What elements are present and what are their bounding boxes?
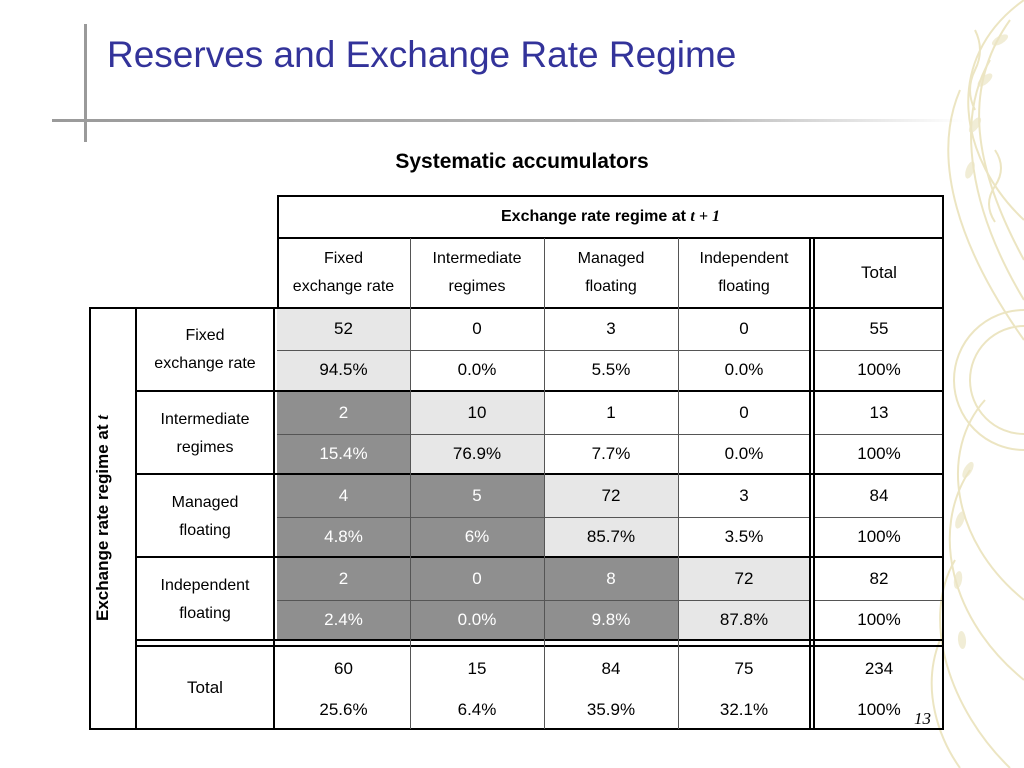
percent-cell: 76.9% <box>410 433 544 475</box>
column-header: Fixed exchange rate <box>292 250 395 295</box>
table-border <box>137 556 944 558</box>
total-percent-cell: 6.4% <box>457 700 497 719</box>
table-divider <box>814 599 942 601</box>
table-border <box>277 195 279 308</box>
table-border <box>137 639 944 641</box>
percent-cell: 5.5% <box>591 360 631 380</box>
table-divider <box>814 349 942 351</box>
table-divider <box>814 433 942 435</box>
count-cell: 0 <box>739 402 749 422</box>
table-border <box>942 195 944 730</box>
table-border <box>809 238 811 729</box>
table-divider <box>277 433 810 435</box>
column-group-header: Exchange rate regime at t + 1 <box>277 196 944 238</box>
column-group-label: Exchange rate regime at t + 1 <box>501 208 720 225</box>
table-divider <box>277 599 810 601</box>
column-header: Managed floating <box>577 250 645 295</box>
percent-cell: 6% <box>410 516 544 558</box>
row-axis-label-variable: t <box>93 415 112 420</box>
row-total-percent: 100% <box>857 444 901 464</box>
title-accent-horizontal-line <box>52 119 964 122</box>
count-cell: 3 <box>739 485 749 505</box>
table-border <box>137 473 944 475</box>
total-count-cell: 75 <box>734 659 754 678</box>
table-border <box>89 728 944 730</box>
table-divider <box>277 349 810 351</box>
count-cell: 2 <box>277 392 410 434</box>
row-total-percent: 100% <box>857 527 901 547</box>
table-subtitle: Systematic accumulators <box>395 150 649 173</box>
count-cell: 4 <box>277 475 410 517</box>
count-cell: 2 <box>277 558 410 600</box>
table-border <box>273 307 275 730</box>
count-cell: 1 <box>606 402 616 422</box>
count-cell: 3 <box>606 318 616 338</box>
total-percent-cell: 32.1% <box>719 700 769 719</box>
row-total-count: 55 <box>869 318 889 338</box>
row-axis-label: Exchange rate regime at t <box>89 368 117 668</box>
table-border <box>89 307 944 309</box>
row-header: Intermediate regimes <box>160 410 250 456</box>
percent-cell: 87.8% <box>678 599 810 641</box>
count-cell: 0 <box>410 558 544 600</box>
row-total-count: 13 <box>869 402 889 422</box>
table-divider <box>544 238 545 729</box>
count-cell: 10 <box>410 392 544 434</box>
table-divider <box>814 516 942 518</box>
row-header: Fixed exchange rate <box>154 326 256 372</box>
percent-cell: 4.8% <box>277 516 410 558</box>
percent-cell: 2.4% <box>277 599 410 641</box>
title-accent-vertical-line <box>84 24 87 142</box>
count-cell: 0 <box>739 318 749 338</box>
table-border <box>813 238 815 729</box>
percent-cell: 7.7% <box>591 444 631 464</box>
percent-cell: 0.0% <box>457 360 497 380</box>
table-border <box>135 307 137 730</box>
row-total-count: 84 <box>869 485 889 505</box>
percent-cell: 9.8% <box>544 599 678 641</box>
table-border <box>137 645 944 647</box>
table-border <box>277 195 944 197</box>
percent-cell: 15.4% <box>277 433 410 475</box>
percent-cell: 85.7% <box>544 516 678 558</box>
count-cell: 52 <box>277 308 410 350</box>
row-total-percent: 100% <box>857 360 901 380</box>
row-axis-label-text: Exchange rate regime at <box>93 424 112 621</box>
count-cell: 0 <box>472 318 482 338</box>
percent-cell: 0.0% <box>724 360 764 380</box>
percent-cell: 3.5% <box>724 527 764 547</box>
slide-number: 13 <box>914 709 931 728</box>
slide-title: Reserves and Exchange Rate Regime <box>107 34 737 75</box>
column-header: Intermediate regimes <box>432 250 522 295</box>
table-divider <box>277 516 810 518</box>
count-cell: 72 <box>544 475 678 517</box>
total-row-header: Total <box>187 678 223 697</box>
table-divider <box>410 238 411 729</box>
row-total-percent: 100% <box>857 610 901 630</box>
count-cell: 72 <box>678 558 810 600</box>
count-cell: 8 <box>544 558 678 600</box>
table-border <box>89 307 91 730</box>
percent-cell: 0.0% <box>724 444 764 464</box>
grand-total-percent: 100% <box>857 700 901 719</box>
total-count-cell: 60 <box>334 659 353 678</box>
column-group-variable: t + 1 <box>690 208 720 225</box>
column-header: Independent floating <box>699 250 789 295</box>
column-header-total: Total <box>861 263 897 282</box>
table-border <box>137 390 944 392</box>
row-header: Managed floating <box>171 493 239 539</box>
percent-cell: 94.5% <box>277 349 410 391</box>
row-header: Independent floating <box>160 576 250 622</box>
total-count-cell: 15 <box>467 659 487 678</box>
grand-total-count: 234 <box>864 659 894 678</box>
total-percent-cell: 35.9% <box>586 700 636 719</box>
table-border <box>277 237 944 239</box>
count-cell: 5 <box>410 475 544 517</box>
row-total-count: 82 <box>869 568 889 588</box>
table-divider <box>678 238 679 729</box>
total-count-cell: 84 <box>601 659 621 678</box>
total-percent-cell: 25.6% <box>319 700 368 719</box>
percent-cell: 0.0% <box>410 599 544 641</box>
